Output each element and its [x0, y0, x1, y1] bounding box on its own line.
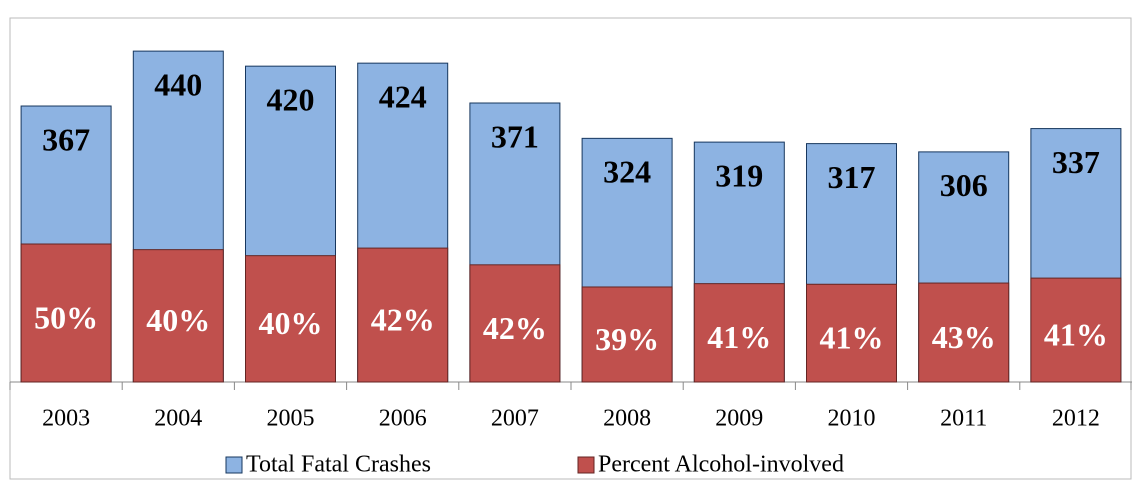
bar	[245, 255, 336, 383]
x-tick-label: 2003	[42, 406, 90, 432]
bar	[20, 243, 112, 383]
data-label: 50%	[34, 299, 98, 335]
legend-swatch	[225, 456, 243, 474]
x-tick-label: 2010	[828, 406, 876, 432]
data-label: 41%	[820, 319, 884, 355]
x-tick-label: 2004	[154, 406, 202, 432]
x-tick-label: 2007	[491, 406, 539, 432]
legend-label: Total Fatal Crashes	[246, 452, 431, 478]
x-tick-label: 2005	[267, 406, 315, 432]
bar	[1030, 277, 1122, 383]
data-label: 319	[715, 157, 763, 193]
data-label: 420	[267, 82, 315, 118]
data-label: 41%	[707, 319, 771, 355]
legend-swatch	[577, 456, 595, 474]
data-label: 42%	[483, 310, 547, 346]
x-tick-label: 2006	[379, 406, 427, 432]
x-tick-label: 2011	[940, 406, 987, 432]
data-label: 337	[1052, 144, 1100, 180]
data-label: 367	[42, 121, 90, 157]
bar	[469, 264, 561, 383]
data-label: 324	[603, 154, 651, 190]
data-label: 40%	[146, 302, 210, 338]
data-label: 41%	[1044, 316, 1108, 352]
data-label: 317	[828, 159, 876, 195]
bar	[357, 247, 449, 383]
x-tick-label: 2012	[1052, 406, 1100, 432]
bar	[693, 283, 785, 383]
chart-frame	[9, 17, 1132, 480]
legend-label: Percent Alcohol-involved	[598, 452, 844, 478]
data-label: 43%	[932, 319, 996, 355]
data-label: 39%	[595, 321, 659, 357]
data-label: 306	[940, 167, 988, 203]
data-label: 40%	[259, 305, 323, 341]
data-label: 440	[154, 66, 202, 102]
data-label: 42%	[371, 301, 435, 337]
bar	[132, 249, 224, 383]
bar	[806, 283, 897, 383]
data-label: 424	[379, 78, 427, 114]
x-tick-label: 2009	[715, 406, 763, 432]
bar	[918, 282, 1010, 383]
data-label: 371	[491, 118, 539, 154]
bar	[581, 286, 673, 383]
x-tick-label: 2008	[603, 406, 651, 432]
